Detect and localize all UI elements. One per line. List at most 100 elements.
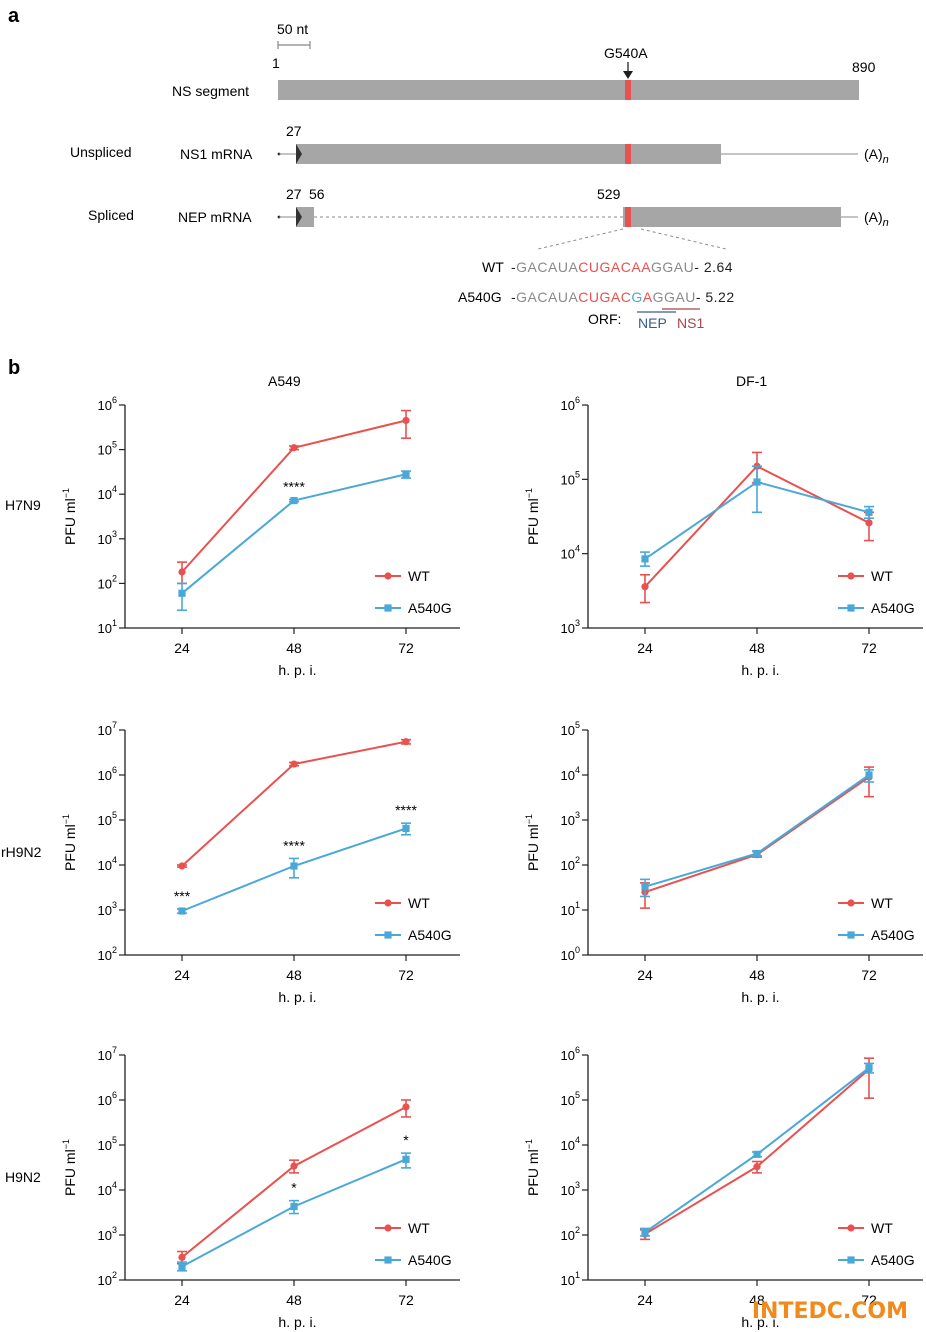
scale-label: 50 nt — [277, 21, 308, 37]
series-wt — [640, 766, 874, 909]
legend-label: A540G — [871, 927, 915, 943]
y-tick-label: 107 — [98, 1045, 117, 1063]
data-point — [865, 519, 873, 527]
y-tick-label: 101 — [98, 618, 117, 636]
data-point — [178, 862, 186, 870]
y-tick-label: 104 — [561, 765, 580, 783]
ns1-tail: (A)n — [864, 146, 889, 166]
data-point — [641, 883, 649, 891]
chart-a549-h9n2: 102 103 104 105 106 107 24 48 72 h. p. i. PFU ml−1… — [61, 1045, 460, 1330]
y-axis-label: PFU ml−1 — [524, 1139, 541, 1196]
legend-label: A540G — [871, 1252, 915, 1268]
legend-item-wt: WT — [375, 895, 430, 911]
y-tick-label: 106 — [98, 1090, 117, 1108]
nep-529-label: 529 — [597, 186, 621, 202]
chart-df-1-h7n9: 103 104 105 106 24 48 72 h. p. i. PFU ml−1 WT A540… — [524, 395, 923, 678]
data-point — [402, 738, 410, 746]
y-tick-label: 106 — [561, 395, 580, 413]
seq-name: WT — [482, 259, 504, 275]
data-point — [290, 862, 298, 870]
x-tick-label: 24 — [174, 1292, 190, 1308]
x-tick-label: 48 — [286, 967, 302, 983]
x-tick-label: 48 — [749, 1292, 765, 1308]
y-tick-label: 104 — [561, 1135, 580, 1153]
nep-mrna-label: NEP mRNA — [178, 209, 252, 225]
x-axis-label: h. p. i. — [741, 989, 779, 1005]
col-title-df1: DF-1 — [736, 373, 767, 389]
ns1-27-label: 27 — [286, 123, 302, 139]
x-tick-label: 72 — [398, 1292, 414, 1308]
panel-a-letter: a — [8, 5, 20, 27]
legend-label: A540G — [871, 600, 915, 616]
legend-label: A540G — [408, 927, 452, 943]
data-point — [402, 416, 410, 425]
y-axis-label: PFU ml−1 — [61, 1139, 78, 1196]
chart-a549-h7n9: 101 102 103 104 105 106 24 48 72 h. p. i. PFU ml−1… — [61, 395, 460, 678]
legend-marker — [384, 931, 392, 939]
data-point — [290, 1202, 298, 1211]
x-axis-label: h. p. i. — [278, 989, 316, 1005]
y-tick-label: 102 — [98, 945, 117, 963]
series-a540g — [177, 822, 411, 915]
series-line — [644, 776, 870, 894]
orf-nep-label: NEP — [638, 315, 667, 331]
x-tick-label: 72 — [398, 640, 414, 656]
y-tick-label: 103 — [98, 900, 117, 918]
data-point — [641, 555, 649, 563]
series-line — [181, 419, 407, 573]
x-axis-label: h. p. i. — [741, 1314, 779, 1330]
legend-marker — [384, 572, 392, 580]
data-point — [178, 907, 186, 915]
legend-item-a540g: A540G — [838, 1252, 915, 1268]
data-point — [753, 1150, 761, 1158]
ns-segment-bar — [278, 80, 859, 100]
data-point — [178, 1253, 186, 1261]
x-tick-label: 72 — [861, 967, 877, 983]
series-a540g — [177, 470, 411, 612]
significance-label: * — [403, 1132, 409, 1148]
data-point — [753, 478, 761, 486]
data-point — [290, 444, 298, 452]
legend-item-wt: WT — [838, 568, 893, 584]
data-point — [865, 771, 873, 779]
significance-label: * — [291, 1180, 297, 1196]
legend-label: A540G — [408, 1252, 452, 1268]
legend-marker — [847, 572, 855, 580]
nep-27-label: 27 — [286, 186, 302, 202]
y-tick-label: 102 — [561, 855, 580, 873]
x-tick-label: 48 — [749, 640, 765, 656]
y-tick-label: 102 — [98, 573, 117, 591]
legend-label: A540G — [408, 600, 452, 616]
y-tick-label: 104 — [561, 544, 580, 562]
chart-df-1-h9n2: 101 102 103 104 105 106 24 48 72 h. p. i. PFU ml−1… — [524, 1045, 923, 1330]
legend-marker — [847, 1256, 855, 1264]
legend-marker — [847, 899, 855, 907]
unspliced-label: Unspliced — [70, 144, 131, 160]
row-label-rh9n2: rH9N2 — [1, 844, 42, 860]
legend-item-wt: WT — [838, 895, 893, 911]
row-label-h9n2: H9N2 — [5, 1169, 41, 1185]
data-point — [402, 1155, 410, 1163]
data-point — [178, 589, 186, 597]
series-a540g — [640, 465, 874, 567]
legend-marker — [847, 604, 855, 612]
data-point — [178, 568, 186, 576]
nep-mrna-track — [277, 207, 858, 250]
y-tick-label: 101 — [561, 900, 580, 918]
legend-marker — [384, 1224, 392, 1232]
y-tick-label: 103 — [561, 810, 580, 828]
panel-b-letter: b — [8, 357, 20, 379]
x-tick-label: 48 — [749, 967, 765, 983]
legend-label: WT — [408, 895, 430, 911]
data-point — [402, 824, 410, 833]
mutation-arrow — [623, 62, 633, 79]
significance-label: **** — [283, 479, 305, 495]
y-axis-label: PFU ml−1 — [61, 488, 78, 545]
data-point — [290, 760, 298, 768]
data-point — [402, 1103, 410, 1111]
legend-item-a540g: A540G — [375, 600, 452, 616]
mutation-label: G540A — [604, 45, 648, 61]
seq-name: A540G — [458, 289, 502, 305]
significance-label: **** — [283, 837, 305, 853]
